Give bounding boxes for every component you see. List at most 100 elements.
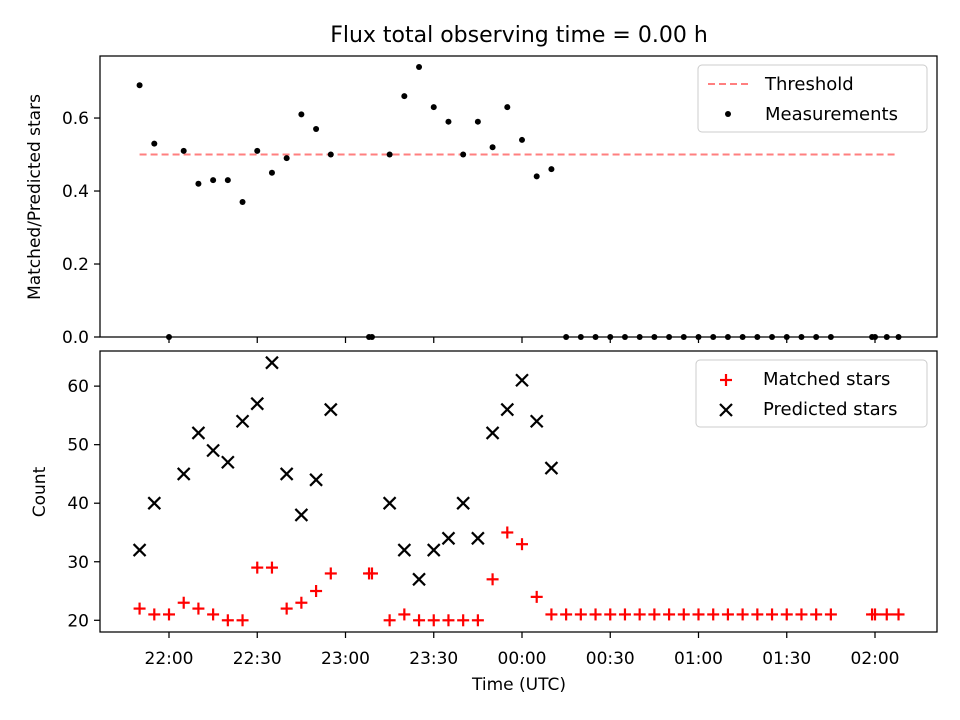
predicted-star-point (515, 373, 529, 388)
matched-star-point (618, 608, 631, 621)
legend-matched-swatch (720, 374, 732, 386)
matched-star-point (574, 608, 587, 621)
matched-star-point (163, 608, 175, 621)
predicted-star-point (412, 572, 426, 587)
matched-star-point (310, 585, 323, 598)
legend-measurements-label: Measurements (765, 104, 898, 125)
predicted-star-point (500, 402, 515, 417)
predicted-star-point (544, 461, 559, 475)
matched-star-point (133, 602, 146, 615)
matched-star-point (721, 608, 734, 621)
x-tick-label: 00:30 (586, 649, 635, 669)
matched-star-point (192, 602, 205, 615)
matched-star-point (442, 614, 455, 627)
matched-star-point (398, 608, 411, 621)
predicted-star-point (324, 402, 338, 417)
matched-star-point (295, 596, 308, 609)
matched-star-point (265, 561, 278, 574)
predicted-star-point (235, 414, 250, 429)
x-tick-label: 22:30 (233, 649, 282, 669)
measurement-point (239, 198, 246, 205)
x-axis-label: Time (UTC) (471, 675, 566, 695)
matched-star-point (869, 608, 881, 621)
measurement-point (489, 144, 496, 151)
matched-star-point (365, 567, 378, 580)
count-y-tick-label: 30 (67, 553, 89, 573)
measurement-point (254, 147, 261, 154)
matched-star-point (545, 608, 558, 621)
matched-star-point (766, 608, 779, 621)
x-tick-label: 02:00 (851, 649, 900, 669)
predicted-star-point (206, 443, 220, 458)
measurement-point (180, 147, 187, 154)
predicted-star-point (250, 396, 265, 411)
matched-star-point (824, 608, 837, 621)
matched-star-point (383, 614, 396, 627)
legend-predicted-label: Predicted stars (763, 399, 897, 420)
matched-star-point (236, 614, 249, 627)
measurement-point (224, 177, 231, 184)
measurement-point (533, 173, 540, 180)
ratio-panel: 0.0 0.2 0.4 0.6 Matched/Predicted stars Thr… (25, 55, 938, 348)
count-panel: 20 30 40 50 60 22:00 22:30 23:00 23:30 00:00 00:3… (30, 350, 938, 695)
matched-star-point (221, 614, 234, 627)
matched-star-point (633, 608, 646, 621)
matched-star-point (707, 608, 720, 621)
count-y-axis-label: Count (30, 466, 50, 517)
predicted-star-point (309, 473, 323, 487)
matched-star-point (677, 608, 690, 621)
ratio-plot-frame (99, 55, 938, 338)
predicted-star-point (265, 355, 279, 370)
predicted-star-point (382, 496, 397, 510)
count-y-tick-label: 40 (67, 494, 89, 514)
count-legend: Matched stars Predicted stars (695, 359, 928, 428)
ratio-y-tick-label: 0.6 (62, 109, 89, 129)
predicted-star-point (397, 543, 412, 557)
predicted-star-point (132, 543, 147, 557)
measurement-point (313, 125, 320, 132)
measurement-point (386, 151, 393, 158)
matched-star-point (736, 608, 749, 621)
count-legend-frame (695, 359, 928, 428)
measurement-point (327, 151, 334, 158)
matched-star-point (148, 608, 161, 621)
x-tick-label: 23:30 (409, 649, 458, 669)
predicted-star-point (471, 531, 485, 546)
measurement-point (151, 140, 158, 147)
matched-star-point (810, 608, 823, 621)
predicted-star-point (426, 543, 441, 557)
measurement-point (519, 136, 525, 143)
predicted-star-point (176, 467, 191, 481)
x-tick-label: 01:30 (762, 649, 811, 669)
matched-star-point (780, 608, 793, 621)
matched-star-point (177, 596, 190, 609)
measurement-point (283, 155, 290, 162)
measurement-point (268, 169, 275, 176)
chart-title: Flux total observing time = 0.00 h (330, 23, 708, 48)
matched-star-point (604, 608, 617, 621)
count-y-tick-label: 20 (67, 611, 89, 631)
measurement-point (504, 104, 511, 111)
measurement-point (445, 118, 452, 125)
matched-star-point (530, 590, 543, 603)
matched-star-point (427, 614, 440, 627)
predicted-star-point (441, 531, 456, 546)
x-tick-label: 23:00 (321, 649, 370, 669)
legend-threshold-label: Threshold (764, 74, 854, 95)
matched-star-point (471, 614, 484, 627)
measurement-point (195, 180, 202, 187)
matched-star-point (648, 608, 661, 621)
ratio-legend-frame (697, 64, 928, 133)
matched-star-point (516, 538, 528, 551)
measurement-point (474, 118, 481, 125)
matched-star-point (795, 608, 808, 621)
legend-predicted-swatch (719, 403, 733, 417)
measurement-point (460, 151, 467, 158)
matched-star-point (251, 561, 264, 574)
x-tick-label: 01:00 (674, 649, 723, 669)
matched-star-point (486, 573, 499, 586)
legend-measurements-swatch (725, 111, 731, 117)
ratio-y-axis-label: Matched/Predicted stars (25, 94, 45, 300)
predicted-star-point (279, 467, 294, 481)
